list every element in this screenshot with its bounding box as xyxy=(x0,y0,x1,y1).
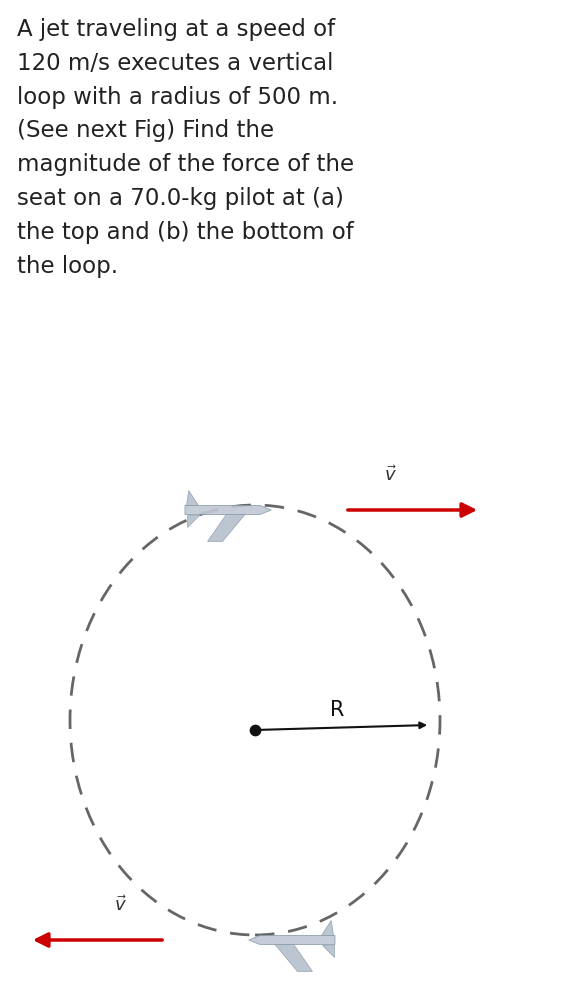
Polygon shape xyxy=(249,936,335,945)
Point xyxy=(251,722,260,738)
Polygon shape xyxy=(321,945,333,957)
Polygon shape xyxy=(275,945,312,972)
Text: $\vec{v}$: $\vec{v}$ xyxy=(383,465,396,485)
Text: $\vec{v}$: $\vec{v}$ xyxy=(114,895,126,915)
Polygon shape xyxy=(187,490,198,506)
Polygon shape xyxy=(207,515,245,542)
Polygon shape xyxy=(185,506,271,515)
Text: R: R xyxy=(330,700,345,720)
Polygon shape xyxy=(187,515,198,527)
Polygon shape xyxy=(321,921,333,936)
Text: A jet traveling at a speed of
120 m/s executes a vertical
loop with a radius of : A jet traveling at a speed of 120 m/s ex… xyxy=(17,18,354,277)
